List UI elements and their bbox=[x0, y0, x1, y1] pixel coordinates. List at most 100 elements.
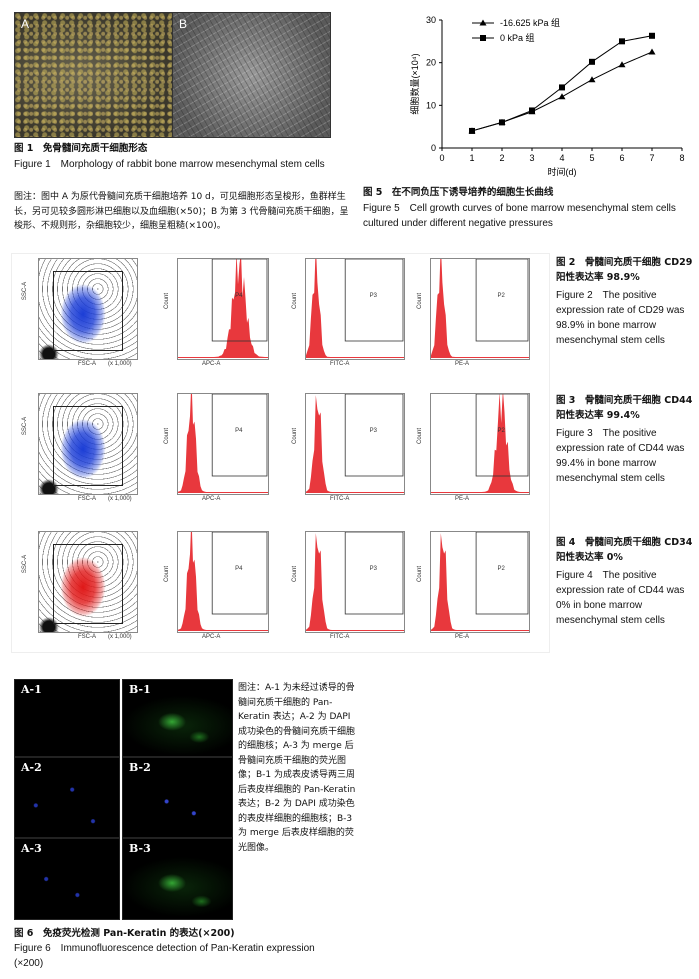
triangle-point bbox=[648, 48, 656, 55]
series-line-2 bbox=[471, 35, 653, 132]
scale-axis-label: (x 1,000) bbox=[108, 496, 132, 502]
histogram-svg bbox=[431, 531, 529, 631]
fsc-axis-label: FSC-A bbox=[78, 496, 96, 502]
ifl-panel-b2: B-2 bbox=[122, 757, 233, 838]
gate-label: P3 bbox=[369, 293, 377, 299]
fig6-note: 图注：A-1 为未经过诱导的骨髓间充质干细胞的 Pan-Keratin 表达；A… bbox=[238, 683, 356, 853]
histogram-peak bbox=[431, 533, 529, 631]
histogram-svg bbox=[306, 393, 404, 493]
histogram-gate bbox=[475, 393, 529, 477]
x-tick-label: 3 bbox=[529, 153, 534, 163]
histogram-peak bbox=[306, 395, 404, 493]
gate-rectangle bbox=[52, 271, 124, 351]
triangle-point bbox=[558, 93, 566, 100]
scale-axis-label: (x 1,000) bbox=[108, 361, 132, 367]
legend-label-1: -16.625 kPa 组 bbox=[500, 17, 560, 28]
apc-axis-label: APC-A bbox=[202, 496, 221, 502]
x-tick-label: 6 bbox=[619, 153, 624, 163]
panel-a-label: A bbox=[21, 17, 30, 31]
histogram: P2 bbox=[430, 389, 530, 495]
fig1-title-en: Figure 1 Morphology of rabbit bone marro… bbox=[14, 159, 325, 170]
x-tick-label: 2 bbox=[499, 153, 504, 163]
micrograph-b: B bbox=[172, 12, 331, 138]
dot-plot bbox=[38, 393, 138, 495]
fig3-title-en: Figure 3 The positive expression rate of… bbox=[556, 428, 685, 484]
histogram-gate bbox=[475, 258, 529, 342]
legend-triangle-icon bbox=[479, 19, 487, 26]
apc-axis-label: APC-A bbox=[202, 634, 221, 640]
ifl-label-b3: B-3 bbox=[129, 842, 151, 855]
micrograph-a: A bbox=[14, 12, 173, 138]
gate-label: P4 bbox=[235, 293, 243, 299]
ifl-panel-a1: A-1 bbox=[14, 679, 120, 757]
pe-axis-label: PE-A bbox=[455, 361, 470, 367]
count-axis-label: Count bbox=[164, 565, 171, 583]
panel-b-label: B bbox=[179, 17, 188, 31]
gate-label: P3 bbox=[369, 566, 377, 572]
gate-label: P2 bbox=[497, 566, 505, 572]
ifl-panel-a2: A-2 bbox=[14, 757, 120, 838]
square-point bbox=[529, 107, 535, 114]
y-tick-label: 0 bbox=[431, 143, 436, 153]
gate-label: P2 bbox=[497, 428, 505, 434]
histogram-peak bbox=[431, 389, 529, 493]
histogram-gate bbox=[344, 531, 404, 615]
ssc-axis-label: SSC-A bbox=[22, 416, 29, 436]
count-axis-label: Count bbox=[417, 292, 424, 310]
gate-label: P2 bbox=[497, 293, 505, 299]
square-point bbox=[469, 127, 475, 134]
fsc-axis-label: FSC-A bbox=[78, 634, 96, 640]
gate-label: P4 bbox=[235, 566, 243, 572]
fig6-title-en: Figure 6 Immunofluorescence detection of… bbox=[14, 943, 315, 969]
ifl-label-b1: B-1 bbox=[129, 683, 151, 696]
ifl-label-b2: B-2 bbox=[129, 761, 151, 774]
histogram: P4 bbox=[177, 515, 269, 633]
x-tick-label: 0 bbox=[439, 153, 444, 163]
fitc-axis-label: FITC-A bbox=[330, 361, 350, 367]
fsc-axis-label: FSC-A bbox=[78, 361, 96, 367]
fig1-title-zh: 图 1 免骨髓间充质干细胞形态 bbox=[14, 143, 148, 154]
histogram-svg bbox=[178, 515, 268, 631]
count-axis-label: Count bbox=[417, 427, 424, 445]
series-line-1 bbox=[471, 51, 653, 132]
histogram: P2 bbox=[430, 243, 530, 360]
histogram-gate bbox=[211, 258, 268, 342]
fig4-title-zh: 图 4 骨髓间充质干细胞 CD34 阳性表达率 0% bbox=[556, 537, 693, 563]
legend-label-2: 0 kPa 组 bbox=[500, 32, 535, 43]
histogram-peak bbox=[306, 243, 404, 358]
histogram-peak bbox=[178, 252, 268, 358]
triangle-point bbox=[588, 76, 596, 83]
square-point bbox=[499, 119, 505, 126]
dot-plot bbox=[38, 258, 138, 360]
legend-square-icon bbox=[480, 35, 486, 41]
pe-axis-label: PE-A bbox=[455, 496, 470, 502]
scale-axis-label: (x 1,000) bbox=[108, 634, 132, 640]
apc-axis-label: APC-A bbox=[202, 361, 221, 367]
fig1-note: 图注：图中 A 为原代骨髓间充质干细胞培养 10 d，可见细胞形态呈梭形，鱼群样… bbox=[14, 192, 349, 231]
y-axis-title: 细胞数量(×10⁴) bbox=[409, 53, 420, 114]
dot-plot bbox=[38, 531, 138, 633]
x-tick-label: 7 bbox=[649, 153, 654, 163]
ifl-label-a2: A-2 bbox=[21, 761, 42, 774]
square-point bbox=[649, 32, 655, 39]
fig5-title-en: Figure 5 Cell growth curves of bone marr… bbox=[363, 203, 676, 229]
fig2-title-en: Figure 2 The positive expression rate of… bbox=[556, 290, 685, 346]
triangle-point bbox=[618, 61, 626, 68]
fig6-title-zh: 图 6 免疫荧光检测 Pan-Keratin 的表达(×200) bbox=[14, 928, 235, 939]
growth-chart: 0 1 2 3 4 5 6 7 8 0 10 20 30 时间(d) 细胞数量(×10⁴) -16.625 k… bbox=[409, 15, 685, 177]
histogram-peak bbox=[306, 533, 404, 631]
fig3-title-zh: 图 3 骨髓间充质干细胞 CD44 阳性表达率 99.4% bbox=[556, 395, 693, 421]
histogram-svg bbox=[431, 389, 529, 493]
histogram: P2 bbox=[430, 531, 530, 633]
histogram: P3 bbox=[305, 393, 405, 495]
histogram-gate bbox=[344, 258, 404, 342]
gate-rectangle bbox=[52, 544, 124, 624]
fitc-axis-label: FITC-A bbox=[330, 496, 350, 502]
count-axis-label: Count bbox=[164, 292, 171, 310]
fig4-title-en: Figure 4 The positive expression rate of… bbox=[556, 570, 685, 626]
x-axis-title: 时间(d) bbox=[548, 166, 577, 177]
histogram-gate bbox=[211, 531, 268, 615]
histogram-peak bbox=[178, 515, 268, 631]
histogram-peak bbox=[178, 377, 268, 493]
gate-rectangle bbox=[52, 406, 124, 486]
